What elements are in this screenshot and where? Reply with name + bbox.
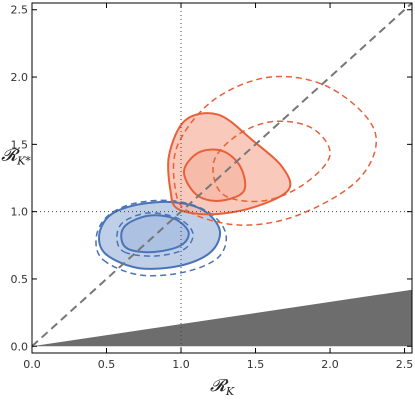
- contour-fill-layer: [98, 113, 291, 269]
- y-tick-label: 2.0: [11, 71, 29, 84]
- x-tick-label: 2.0: [321, 358, 339, 371]
- y-tick-label: 1.0: [11, 206, 29, 219]
- contour-line-layer: [95, 75, 377, 277]
- y-tick-label: 0.0: [11, 340, 29, 353]
- x-axis-title: 𝓡K: [210, 376, 235, 398]
- y-tick-label: 0.5: [11, 273, 29, 286]
- contour-line-blue-dashed-2: [95, 199, 228, 277]
- x-tick-label: 1.5: [247, 358, 265, 371]
- plot-frame: [31, 2, 413, 354]
- excluded-region: [32, 289, 412, 347]
- contour-line-red-dashed-1: [212, 120, 331, 203]
- y-tick-label: 2.5: [11, 4, 29, 17]
- contour-line-blue-solid-1: [120, 214, 190, 254]
- x-tick-label: 0.0: [23, 358, 41, 371]
- contour-line-red-dashed-2: [172, 75, 377, 226]
- reference-line-layer: [31, 2, 413, 353]
- y-tick-label: 1.5: [11, 138, 29, 151]
- contour-line-blue-solid-2: [98, 200, 222, 270]
- x-tick-label: 0.5: [98, 358, 116, 371]
- contour-line-red-solid-1: [182, 148, 247, 202]
- contour-fill-red-1: [183, 149, 246, 201]
- contour-line-red-solid-2: [167, 112, 292, 216]
- x-tick-label: 1.0: [172, 358, 190, 371]
- x-tick-label: 2.5: [396, 358, 414, 371]
- diagonal-line: [31, 2, 413, 348]
- excluded-region-layer: [32, 289, 412, 347]
- contour-fill-blue-1: [121, 215, 189, 253]
- y-axis-title: 𝓡K*: [1, 146, 31, 168]
- contour-line-blue-dashed-1: [116, 212, 194, 257]
- tick-layer: 0.0 0.5 1.0 1.5 2.0 2.5 0.0 0.5 1.0 1.5 2.0 2.5: [11, 3, 414, 371]
